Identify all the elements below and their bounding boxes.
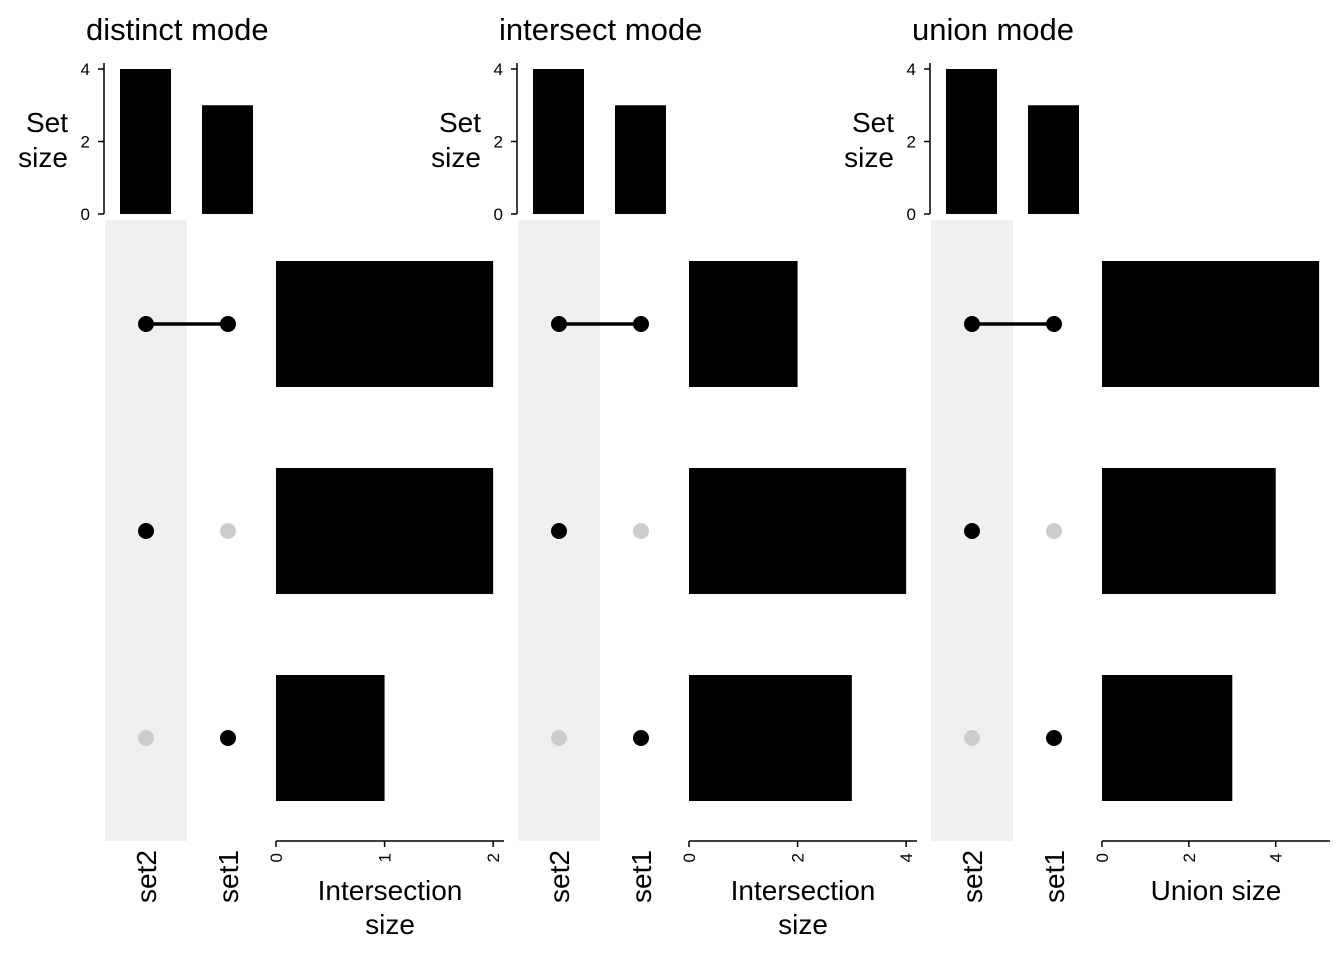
- set-size-axis-title-line2: size: [18, 142, 68, 173]
- chart-title: union mode: [912, 12, 1074, 47]
- set-size-bar-set2: [533, 69, 584, 214]
- set-size-tick-label: 2: [494, 133, 503, 152]
- matrix-dot-active: [220, 316, 236, 332]
- matrix-dot-active: [551, 316, 567, 332]
- set-label-set1: set1: [626, 850, 657, 903]
- set-size-bar-set2: [120, 69, 171, 214]
- set-size-tick-label: 2: [907, 133, 916, 152]
- matrix-dot-active: [1046, 730, 1062, 746]
- intersection-bar: [689, 675, 852, 801]
- upset-panel-2: intersect mode 0 2 4 Set size set2 set1 0 2 4 Inter…: [431, 12, 917, 940]
- set-size-tick-label: 2: [81, 133, 90, 152]
- matrix-dot-inactive: [964, 730, 980, 746]
- upset-panel-1: distinct mode 0 2 4 Set size set2 set1 0 1 2 Inters…: [18, 12, 504, 940]
- intersection-tick-label: 0: [680, 853, 699, 862]
- set-size-tick-label: 4: [81, 60, 90, 79]
- intersection-tick-label: 0: [267, 853, 286, 862]
- chart-title: distinct mode: [86, 12, 269, 47]
- upset-panel-3: union mode 0 2 4 Set size set2 set1 0 2 4 Union siz…: [844, 12, 1330, 906]
- set-size-tick-label: 4: [907, 60, 916, 79]
- matrix-dot-active: [551, 523, 567, 539]
- intersection-bar: [689, 468, 907, 594]
- set-size-tick-label: 0: [81, 205, 90, 224]
- intersection-bar: [276, 468, 494, 594]
- set-size-bar-set1: [615, 105, 666, 214]
- set-label-set2: set2: [957, 850, 988, 903]
- set-size-axis-title-line2: size: [431, 142, 481, 173]
- set-size-tick-label: 0: [907, 205, 916, 224]
- intersection-axis-title-line1: Intersection: [318, 875, 463, 906]
- intersection-axis-title-line2: size: [365, 909, 415, 940]
- intersection-tick-label: 4: [1267, 853, 1286, 862]
- intersection-bar: [1102, 468, 1276, 594]
- intersection-axis-title: Union size: [1151, 875, 1282, 906]
- set-size-bar-set2: [946, 69, 997, 214]
- set-size-axis-title-line1: Set: [852, 107, 894, 138]
- intersection-tick-label: 2: [1180, 853, 1199, 862]
- intersection-bar: [276, 675, 385, 801]
- set-label-set2: set2: [131, 850, 162, 903]
- intersection-tick-label: 4: [897, 853, 916, 862]
- intersection-bar: [276, 261, 494, 387]
- intersection-tick-label: 2: [789, 853, 808, 862]
- intersection-tick-label: 0: [1093, 853, 1112, 862]
- set-size-bar-set1: [1028, 105, 1079, 214]
- matrix-dot-active: [964, 316, 980, 332]
- intersection-axis-title-line2: size: [778, 909, 828, 940]
- matrix-dot-inactive: [1046, 523, 1062, 539]
- matrix-dot-active: [220, 730, 236, 746]
- intersection-bar: [1102, 675, 1233, 801]
- set-size-axis-title-line2: size: [844, 142, 894, 173]
- set-size-bar-set1: [202, 105, 253, 214]
- set-size-tick-label: 4: [494, 60, 503, 79]
- matrix-dot-active: [633, 316, 649, 332]
- matrix-dot-active: [138, 316, 154, 332]
- matrix-dot-inactive: [633, 523, 649, 539]
- matrix-dot-inactive: [551, 730, 567, 746]
- intersection-bar: [689, 261, 798, 387]
- set-label-set1: set1: [1039, 850, 1070, 903]
- intersection-axis-title-line1: Intersection: [731, 875, 876, 906]
- set-size-tick-label: 0: [494, 205, 503, 224]
- matrix-dot-active: [1046, 316, 1062, 332]
- set-label-set2: set2: [544, 850, 575, 903]
- intersection-bar: [1102, 261, 1320, 387]
- matrix-dot-inactive: [220, 523, 236, 539]
- chart-title: intersect mode: [499, 12, 702, 47]
- intersection-tick-label: 2: [484, 853, 503, 862]
- matrix-dot-active: [964, 523, 980, 539]
- matrix-dot-inactive: [138, 730, 154, 746]
- set-label-set1: set1: [213, 850, 244, 903]
- matrix-dot-active: [633, 730, 649, 746]
- set-size-axis-title-line1: Set: [26, 107, 68, 138]
- matrix-dot-active: [138, 523, 154, 539]
- set-size-axis-title-line1: Set: [439, 107, 481, 138]
- intersection-tick-label: 1: [376, 853, 395, 862]
